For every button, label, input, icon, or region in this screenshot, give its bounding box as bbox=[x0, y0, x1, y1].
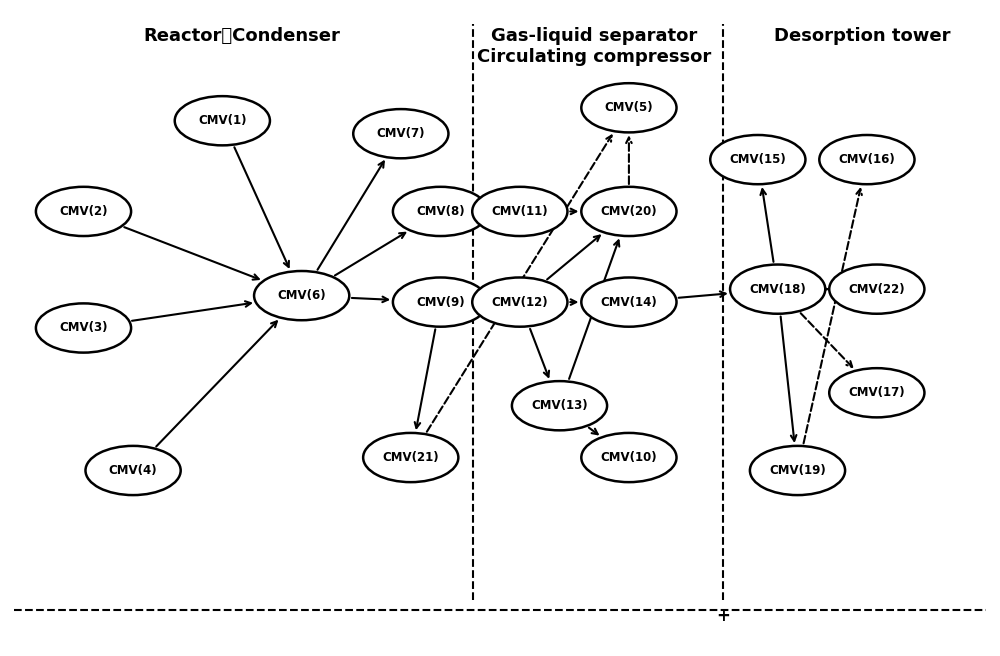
Text: Gas-liquid separator
Circulating compressor: Gas-liquid separator Circulating compres… bbox=[477, 27, 711, 66]
Ellipse shape bbox=[36, 187, 131, 236]
Text: CMV(5): CMV(5) bbox=[605, 101, 653, 114]
Ellipse shape bbox=[175, 96, 270, 146]
Ellipse shape bbox=[393, 277, 488, 327]
Text: CMV(2): CMV(2) bbox=[59, 205, 108, 218]
Ellipse shape bbox=[393, 187, 488, 236]
Text: CMV(9): CMV(9) bbox=[416, 296, 465, 308]
Text: CMV(7): CMV(7) bbox=[377, 127, 425, 140]
Ellipse shape bbox=[512, 381, 607, 430]
Text: CMV(11): CMV(11) bbox=[492, 205, 548, 218]
Ellipse shape bbox=[750, 446, 845, 495]
Ellipse shape bbox=[85, 446, 181, 495]
Ellipse shape bbox=[581, 433, 677, 482]
Ellipse shape bbox=[829, 264, 924, 314]
Ellipse shape bbox=[581, 83, 677, 133]
Ellipse shape bbox=[254, 271, 349, 320]
Text: CMV(19): CMV(19) bbox=[769, 464, 826, 477]
Text: CMV(20): CMV(20) bbox=[601, 205, 657, 218]
Ellipse shape bbox=[819, 135, 915, 184]
Ellipse shape bbox=[829, 368, 924, 417]
Text: CMV(17): CMV(17) bbox=[849, 386, 905, 400]
Text: CMV(21): CMV(21) bbox=[382, 451, 439, 464]
Text: CMV(3): CMV(3) bbox=[59, 321, 108, 335]
Text: +: + bbox=[716, 607, 730, 625]
Text: CMV(10): CMV(10) bbox=[601, 451, 657, 464]
Text: CMV(15): CMV(15) bbox=[729, 153, 786, 166]
Ellipse shape bbox=[353, 109, 448, 158]
Ellipse shape bbox=[472, 187, 567, 236]
Ellipse shape bbox=[36, 303, 131, 353]
Text: Desorption tower: Desorption tower bbox=[774, 27, 950, 45]
Text: CMV(1): CMV(1) bbox=[198, 114, 247, 127]
Ellipse shape bbox=[363, 433, 458, 482]
Text: CMV(6): CMV(6) bbox=[277, 289, 326, 302]
Ellipse shape bbox=[710, 135, 805, 184]
Text: CMV(14): CMV(14) bbox=[601, 296, 657, 308]
Ellipse shape bbox=[730, 264, 825, 314]
Text: CMV(18): CMV(18) bbox=[749, 283, 806, 296]
Text: CMV(8): CMV(8) bbox=[416, 205, 465, 218]
Ellipse shape bbox=[581, 187, 677, 236]
Ellipse shape bbox=[472, 277, 567, 327]
Ellipse shape bbox=[581, 277, 677, 327]
Text: CMV(16): CMV(16) bbox=[839, 153, 895, 166]
Text: CMV(4): CMV(4) bbox=[109, 464, 157, 477]
Text: Reactor、Condenser: Reactor、Condenser bbox=[144, 27, 341, 45]
Text: CMV(12): CMV(12) bbox=[492, 296, 548, 308]
Text: CMV(22): CMV(22) bbox=[849, 283, 905, 296]
Text: CMV(13): CMV(13) bbox=[531, 400, 588, 412]
